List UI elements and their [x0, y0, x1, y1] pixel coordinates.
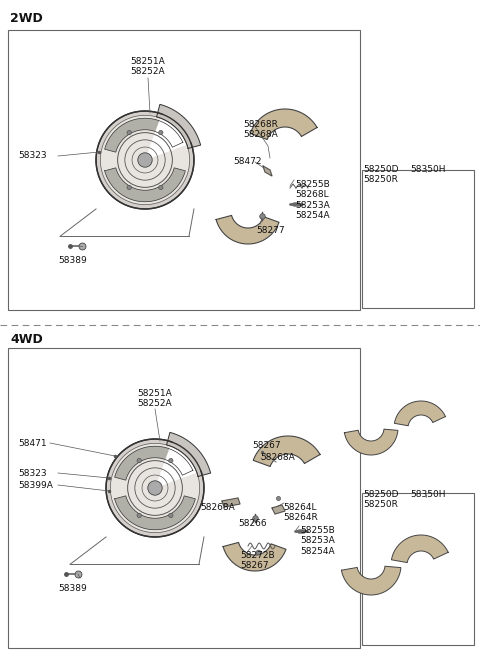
- Polygon shape: [115, 446, 193, 480]
- Circle shape: [137, 513, 141, 518]
- Circle shape: [100, 115, 190, 205]
- Polygon shape: [392, 535, 448, 563]
- Text: 58389: 58389: [58, 256, 87, 265]
- Circle shape: [110, 443, 200, 533]
- Polygon shape: [105, 168, 185, 202]
- Wedge shape: [106, 439, 204, 537]
- Text: 58250D
58250R: 58250D 58250R: [363, 165, 398, 184]
- Polygon shape: [115, 496, 195, 530]
- Circle shape: [148, 481, 162, 495]
- Polygon shape: [216, 215, 279, 244]
- Bar: [362, 493, 474, 645]
- Text: 58350H: 58350H: [410, 490, 445, 499]
- Bar: [8, 30, 360, 310]
- Text: 58277: 58277: [256, 226, 285, 235]
- Text: 58268A: 58268A: [260, 453, 295, 462]
- Circle shape: [168, 513, 173, 518]
- Text: 58350H: 58350H: [410, 165, 445, 174]
- Polygon shape: [167, 432, 211, 476]
- Text: 58268R
58268A: 58268R 58268A: [243, 120, 278, 139]
- Text: 58323: 58323: [18, 152, 47, 161]
- Circle shape: [159, 131, 163, 134]
- Text: 58267: 58267: [252, 441, 281, 451]
- Polygon shape: [272, 505, 285, 514]
- Text: 58471: 58471: [18, 440, 47, 449]
- Circle shape: [137, 459, 141, 462]
- Text: 58250D
58250R: 58250D 58250R: [363, 490, 398, 510]
- Text: 58251A
58252A: 58251A 58252A: [131, 56, 166, 76]
- Text: 58266: 58266: [238, 520, 266, 529]
- Text: 2WD: 2WD: [10, 12, 43, 25]
- Polygon shape: [253, 436, 320, 466]
- Circle shape: [127, 185, 132, 190]
- Text: 58389: 58389: [58, 584, 87, 593]
- Wedge shape: [96, 111, 194, 209]
- Polygon shape: [395, 401, 445, 426]
- Text: 58251A
58252A: 58251A 58252A: [138, 388, 172, 408]
- Text: 58472: 58472: [233, 157, 262, 167]
- Text: 58264L
58264R: 58264L 58264R: [283, 503, 318, 522]
- Circle shape: [138, 153, 152, 167]
- Text: 58268A: 58268A: [200, 504, 235, 512]
- Circle shape: [127, 131, 132, 134]
- Polygon shape: [345, 429, 398, 455]
- Circle shape: [159, 185, 163, 190]
- Text: 58255B
58268L
58253A
58254A: 58255B 58268L 58253A 58254A: [295, 180, 330, 220]
- Polygon shape: [156, 104, 201, 148]
- Polygon shape: [341, 566, 401, 595]
- Bar: [362, 170, 474, 308]
- Text: 58323: 58323: [18, 468, 47, 478]
- Bar: [8, 348, 360, 648]
- Wedge shape: [155, 442, 201, 488]
- Text: 58399A: 58399A: [18, 480, 53, 489]
- Text: 58255B
58253A
58254A: 58255B 58253A 58254A: [300, 526, 335, 556]
- Polygon shape: [250, 109, 317, 140]
- Circle shape: [168, 459, 173, 462]
- Wedge shape: [145, 114, 191, 160]
- Polygon shape: [223, 543, 286, 571]
- Text: 4WD: 4WD: [10, 333, 43, 346]
- Polygon shape: [263, 166, 272, 176]
- Polygon shape: [222, 498, 240, 507]
- Polygon shape: [105, 118, 183, 152]
- Text: 58272B
58267: 58272B 58267: [240, 551, 275, 571]
